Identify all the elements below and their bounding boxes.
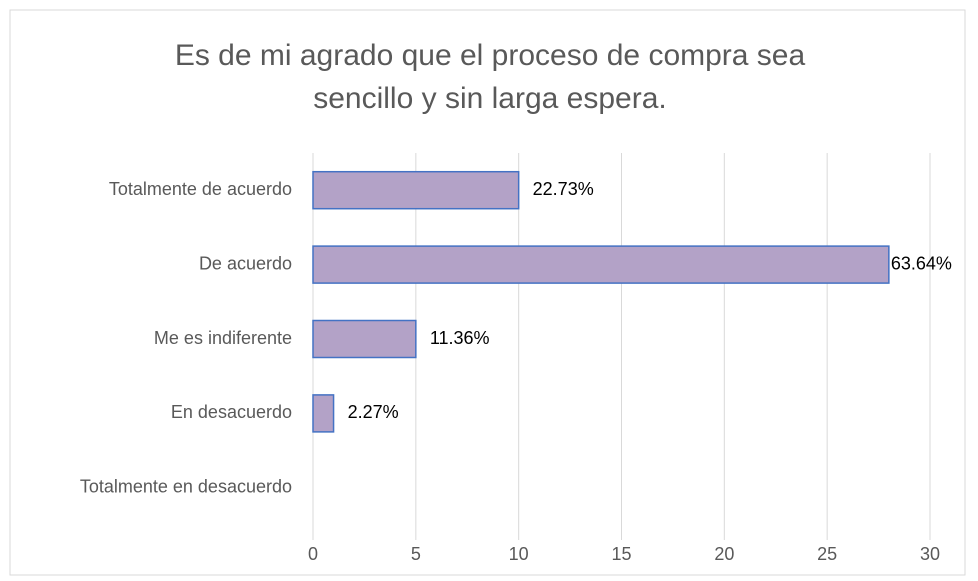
- data-label: 2.27%: [348, 402, 399, 422]
- data-label: 22.73%: [533, 179, 594, 199]
- y-tick-label: Totalmente de acuerdo: [109, 179, 292, 199]
- chart-border: [9, 9, 966, 576]
- bar: [312, 394, 335, 433]
- y-tick-label: En desacuerdo: [171, 402, 292, 422]
- chart-title: Es de mi agrado que el proceso de compra…: [175, 39, 806, 72]
- y-tick-label: De acuerdo: [199, 253, 292, 273]
- bar: [312, 245, 890, 284]
- x-tick-label: 5: [411, 544, 421, 564]
- y-tick-label: Me es indiferente: [154, 328, 292, 348]
- y-tick-label: Totalmente en desacuerdo: [80, 477, 292, 497]
- bar: [312, 170, 520, 210]
- x-tick-label: 0: [308, 544, 318, 564]
- bar: [312, 319, 417, 359]
- data-label: 11.36%: [430, 328, 490, 348]
- chart-title: sencillo y sin larga espera.: [313, 82, 667, 115]
- x-tick-label: 30: [920, 544, 940, 564]
- data-label: 63.64%: [891, 253, 952, 273]
- x-tick-label: 15: [611, 544, 631, 564]
- x-tick-label: 25: [817, 544, 837, 564]
- x-tick-label: 20: [714, 544, 734, 564]
- x-tick-label: 10: [509, 544, 529, 564]
